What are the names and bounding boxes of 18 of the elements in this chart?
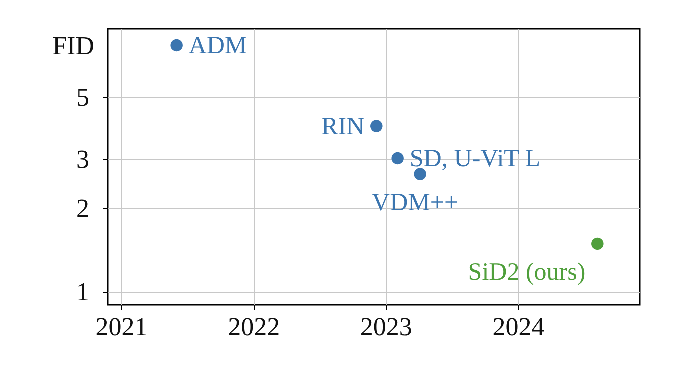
x-tick-label: 2021 (96, 312, 148, 342)
annotation: SD, U-ViT L (410, 145, 541, 172)
point (392, 152, 404, 165)
annotation: VDM++ (372, 189, 459, 216)
annotation: RIN (322, 113, 365, 140)
x-tick-label: 2023 (360, 312, 412, 342)
point (170, 39, 183, 52)
annotation: ADM (188, 32, 248, 60)
x-tick-label: 2024 (492, 312, 545, 342)
y-tick-label: 3 (76, 144, 90, 174)
y-tick-label: 1 (76, 278, 90, 307)
y-tick-label: 5 (76, 82, 90, 112)
y-tick-label: 2 (76, 194, 90, 223)
x-tick-label: 2022 (228, 312, 280, 342)
annotation: SiD2 (ours) (468, 258, 586, 286)
point (592, 238, 604, 250)
y-axis-title: FID (52, 32, 94, 60)
point (370, 120, 383, 132)
